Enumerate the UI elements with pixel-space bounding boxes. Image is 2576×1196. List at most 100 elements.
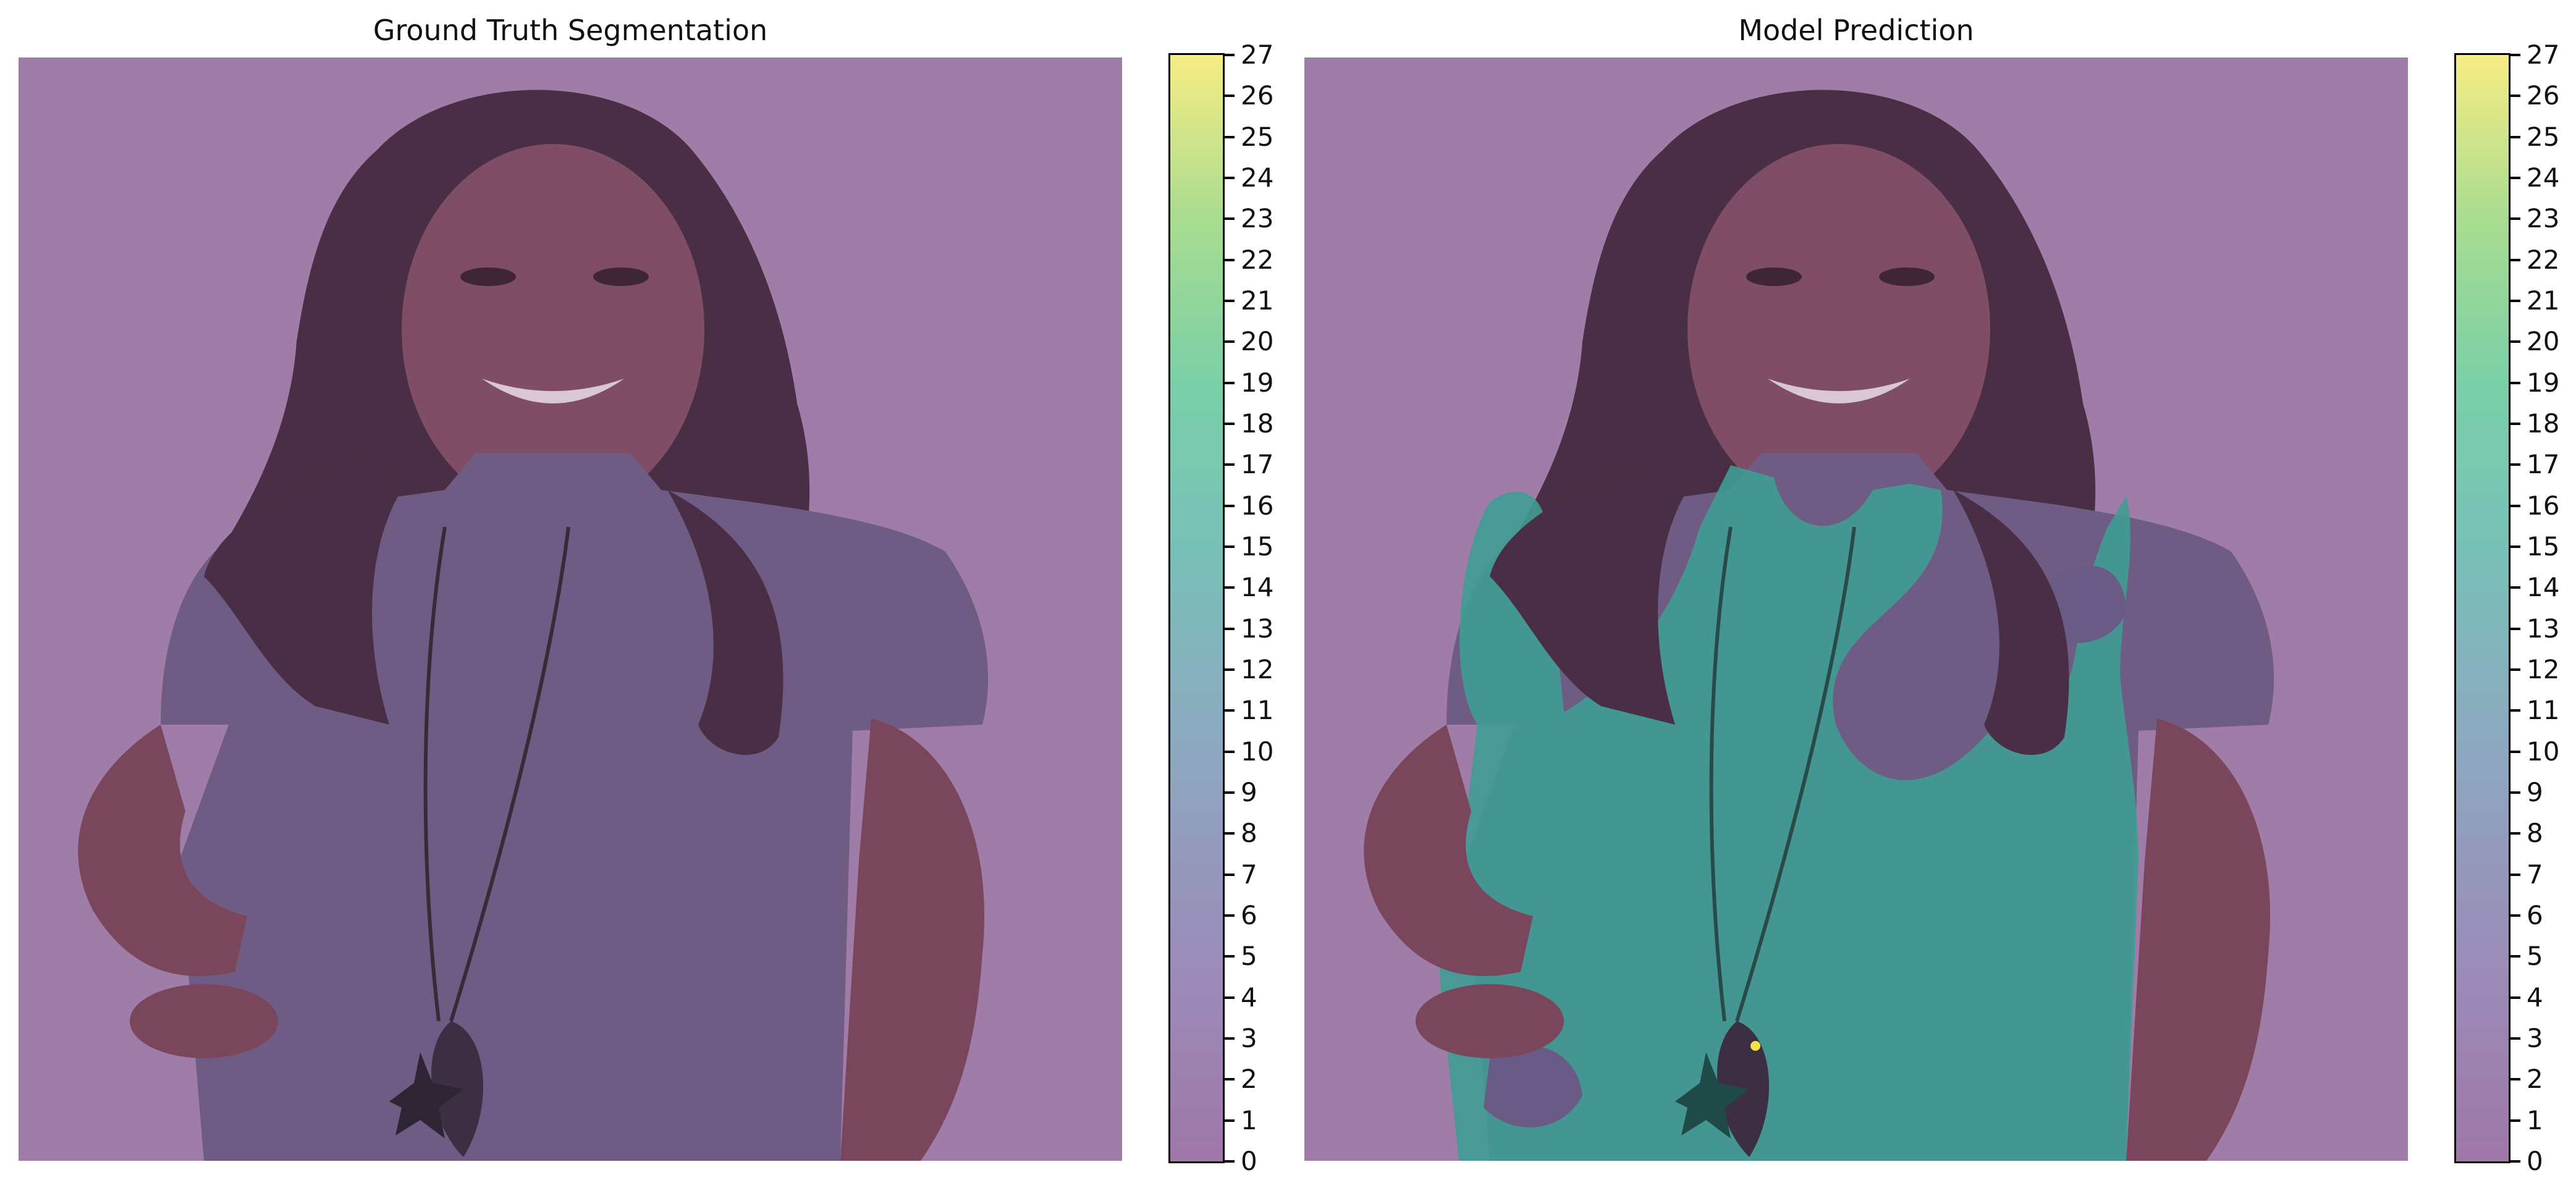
colorbar-tick-mark	[2511, 1037, 2520, 1040]
colorbar-tick-label: 13	[2527, 613, 2560, 644]
colorbar-tick-label: 23	[1241, 203, 1274, 234]
colorbar-tick-label: 4	[1241, 982, 1257, 1013]
colorbar-tick-mark	[2511, 135, 2520, 138]
colorbar-tick-label: 9	[2527, 777, 2543, 807]
colorbar-tick-label: 25	[2527, 121, 2560, 152]
colorbar-tick-mark	[1225, 873, 1235, 876]
colorbar-tick-label: 27	[1241, 40, 1274, 70]
model-prediction-svg	[1304, 57, 2408, 1161]
colorbar-tick-mark	[2511, 1160, 2520, 1163]
colorbar-tick-mark	[1225, 1119, 1235, 1122]
colorbar-tick-label: 8	[1241, 818, 1257, 849]
colorbar-tick-label: 3	[1241, 1023, 1257, 1053]
right-panel-title: Model Prediction	[1738, 14, 1974, 47]
colorbar-tick-label: 20	[1241, 326, 1274, 357]
colorbar-tick-label: 19	[2527, 367, 2560, 398]
colorbar-tick-label: 19	[1241, 367, 1274, 398]
colorbar-tick-mark	[1225, 423, 1235, 425]
model-prediction-colorbar-ticks: 0 1 2 3 4 5 6 7 8 9 10 11 12 13 14 15 16 17 18 19 20 21 22 23 24…	[2511, 40, 2572, 1176]
colorbar-tick-label: 8	[2527, 818, 2543, 849]
colorbar-tick-label: 12	[2527, 654, 2560, 684]
colorbar-tick-label: 15	[1241, 531, 1274, 562]
colorbar-tick-mark	[1225, 627, 1235, 630]
colorbar-tick-mark	[2511, 1119, 2520, 1122]
model-prediction-image	[1304, 57, 2408, 1161]
colorbar-tick-mark	[1225, 1078, 1235, 1081]
colorbar-tick-label: 4	[2527, 982, 2543, 1013]
colorbar-tick-mark	[1225, 791, 1235, 794]
left-arm	[78, 725, 247, 976]
colorbar-tick-mark	[1225, 95, 1235, 98]
colorbar-tick-label: 26	[1241, 80, 1274, 111]
colorbar-tick-label: 12	[1241, 654, 1274, 684]
colorbar-tick-label: 7	[2527, 859, 2543, 890]
colorbar-tick-mark	[1225, 586, 1235, 589]
colorbar-tick-label: 5	[2527, 941, 2543, 972]
colorbar-tick-mark	[2511, 381, 2520, 384]
colorbar-tick-mark	[1225, 545, 1235, 548]
colorbar-tick-mark	[2511, 955, 2520, 958]
colorbar-tick-label: 6	[1241, 900, 1257, 930]
colorbar-tick-label: 6	[2527, 900, 2543, 930]
colorbar-tick-mark	[1225, 463, 1235, 466]
colorbar-tick-label: 9	[1241, 777, 1257, 807]
colorbar-tick-mark	[1225, 955, 1235, 958]
colorbar-tick-label: 24	[2527, 162, 2560, 193]
colorbar-tick-mark	[2511, 217, 2520, 221]
colorbar-tick-label: 1	[1241, 1105, 1257, 1135]
colorbar-tick-mark	[2511, 54, 2520, 56]
colorbar-tick-mark	[1225, 709, 1235, 712]
colorbar-tick-label: 0	[2527, 1146, 2543, 1176]
colorbar-tick-mark	[2511, 709, 2520, 712]
colorbar-tick-mark	[1225, 832, 1235, 835]
ground-truth-svg	[19, 57, 1122, 1161]
colorbar-tick-mark	[2511, 95, 2520, 98]
colorbar-tick-mark	[1225, 340, 1235, 343]
colorbar-tick-mark	[1225, 1037, 1235, 1040]
colorbar-tick-mark	[2511, 914, 2520, 917]
colorbar-tick-label: 23	[2527, 203, 2560, 234]
ground-truth-colorbar	[1168, 53, 1225, 1163]
colorbar-tick-mark	[2511, 791, 2520, 794]
colorbar-tick-label: 11	[2527, 695, 2560, 726]
colorbar-tick-mark	[1225, 300, 1235, 302]
colorbar-tick-label: 3	[2527, 1023, 2543, 1053]
colorbar-tick-label: 10	[1241, 736, 1274, 767]
colorbar-tick-label: 2	[2527, 1064, 2543, 1095]
colorbar-tick-mark	[2511, 832, 2520, 835]
colorbar-tick-label: 22	[1241, 244, 1274, 275]
colorbar-tick-label: 22	[2527, 244, 2560, 275]
colorbar-tick-label: 16	[1241, 490, 1274, 521]
colorbar-tick-label: 5	[1241, 941, 1257, 972]
colorbar-tick-mark	[1225, 135, 1235, 138]
colorbar-tick-mark	[1225, 668, 1235, 671]
colorbar-tick-label: 17	[1241, 449, 1274, 480]
colorbar-tick-mark	[1225, 750, 1235, 753]
colorbar-tick-mark	[1225, 54, 1235, 56]
colorbar-tick-mark	[1225, 381, 1235, 384]
face-shape	[402, 144, 704, 515]
colorbar-tick-label: 14	[1241, 572, 1274, 603]
colorbar-tick-label: 21	[2527, 285, 2560, 316]
colorbar-tick-mark	[1225, 1160, 1235, 1163]
model-prediction-colorbar	[2454, 53, 2511, 1163]
colorbar-tick-label: 0	[1241, 1146, 1257, 1176]
ground-truth-colorbar-ticks: 0 1 2 3 4 5 6 7 8 9 10 11 12 13 14 15 16 17 18 19 20 21 22 23 24…	[1225, 40, 1286, 1176]
colorbar-tick-label: 27	[2527, 40, 2560, 70]
colorbar-tick-mark	[2511, 545, 2520, 548]
colorbar-tick-mark	[1225, 504, 1235, 507]
colorbar-tick-label: 20	[2527, 326, 2560, 357]
colorbar-tick-label: 26	[2527, 80, 2560, 111]
colorbar-tick-label: 25	[1241, 121, 1274, 152]
ground-truth-image	[19, 57, 1122, 1161]
colorbar-tick-label: 10	[2527, 736, 2560, 767]
colorbar-tick-mark	[2511, 1078, 2520, 1081]
left-panel-title: Ground Truth Segmentation	[373, 14, 768, 47]
colorbar-tick-mark	[2511, 873, 2520, 876]
colorbar-tick-mark	[2511, 463, 2520, 466]
colorbar-tick-mark	[1225, 217, 1235, 221]
colorbar-tick-label: 24	[1241, 162, 1274, 193]
colorbar-tick-mark	[1225, 996, 1235, 999]
colorbar-tick-label: 7	[1241, 859, 1257, 890]
colorbar-tick-mark	[2511, 258, 2520, 261]
